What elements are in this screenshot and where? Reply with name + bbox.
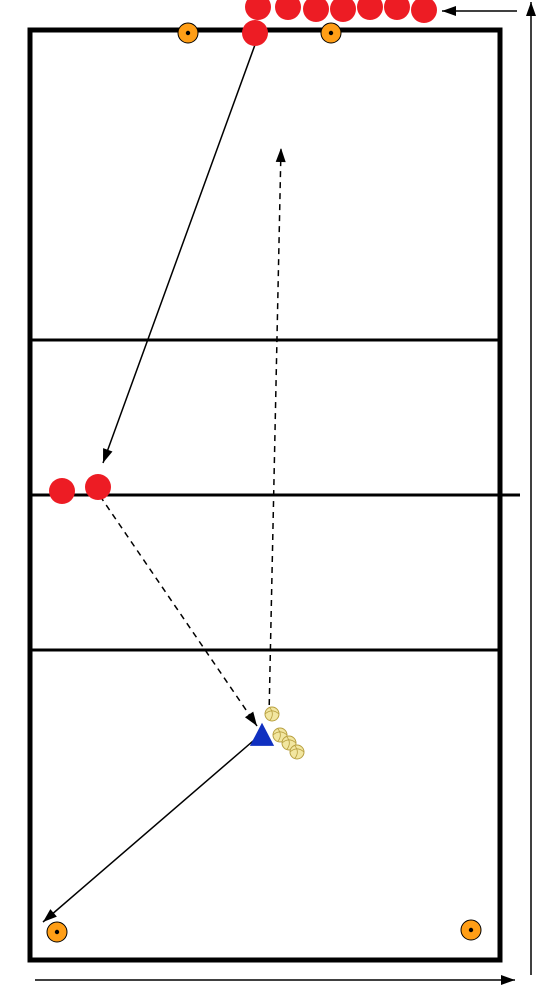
ball-icon: [265, 707, 279, 721]
cone-marker: [461, 920, 481, 940]
ball-icon: [290, 745, 304, 759]
canvas-bg: [0, 0, 550, 1000]
player-marker-red: [85, 474, 111, 500]
cone-marker: [178, 23, 198, 43]
player-marker-red: [49, 478, 75, 504]
player-marker-red: [242, 20, 268, 46]
cone-marker: [47, 922, 67, 942]
cone-marker: [321, 23, 341, 43]
